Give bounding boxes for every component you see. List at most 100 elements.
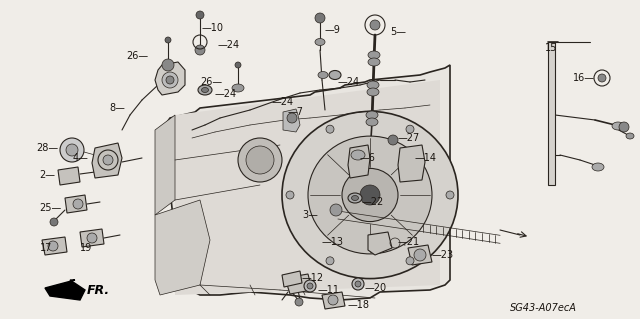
Circle shape [162,59,174,71]
Circle shape [48,241,58,251]
Ellipse shape [367,88,379,96]
Circle shape [103,155,113,165]
Circle shape [50,218,58,226]
Text: —21: —21 [398,237,420,247]
Text: 25—: 25— [40,203,62,213]
Circle shape [330,204,342,216]
Text: 16—: 16— [573,73,595,83]
Ellipse shape [202,87,209,93]
Text: —24: —24 [338,77,360,87]
Ellipse shape [366,111,378,119]
Text: —10: —10 [202,23,224,33]
Text: —24: —24 [272,97,294,107]
Text: —14: —14 [415,153,437,163]
Circle shape [406,125,414,133]
Polygon shape [160,65,450,300]
Text: —11: —11 [318,285,340,295]
Ellipse shape [592,163,604,171]
Circle shape [295,298,303,306]
Circle shape [328,295,338,305]
Ellipse shape [351,196,358,201]
Text: —6: —6 [360,153,376,163]
Ellipse shape [366,118,378,126]
Text: 28—: 28— [36,143,58,153]
Circle shape [360,185,380,205]
Circle shape [355,281,361,287]
Polygon shape [322,292,345,309]
Polygon shape [58,167,80,185]
Circle shape [304,280,316,292]
Text: 26—: 26— [126,51,148,61]
Polygon shape [80,229,104,247]
Text: —12: —12 [302,273,324,283]
Polygon shape [283,109,300,132]
Circle shape [87,233,97,243]
Polygon shape [285,274,312,294]
Circle shape [352,278,364,290]
Circle shape [287,113,297,123]
Ellipse shape [282,111,458,278]
Text: —22: —22 [362,197,384,207]
Text: 2—: 2— [39,170,55,180]
Circle shape [598,74,606,82]
Circle shape [406,257,414,265]
Ellipse shape [329,70,341,79]
Ellipse shape [315,39,325,46]
Circle shape [73,199,83,209]
Polygon shape [155,200,210,295]
Text: FR.: FR. [87,284,110,296]
Polygon shape [155,115,175,215]
Text: 4—: 4— [72,153,88,163]
Circle shape [238,138,282,182]
Circle shape [388,135,398,145]
Circle shape [446,191,454,199]
Text: SG43-A07ecA: SG43-A07ecA [510,303,577,313]
Circle shape [162,72,178,88]
Text: —9: —9 [325,25,341,35]
Circle shape [60,138,84,162]
Text: —20: —20 [365,283,387,293]
Circle shape [326,257,334,265]
Text: —24: —24 [218,40,240,50]
Circle shape [166,76,174,84]
Circle shape [246,146,274,174]
Text: —18: —18 [348,300,370,310]
Circle shape [315,13,325,23]
Circle shape [165,37,171,43]
Text: 8—: 8— [109,103,125,113]
Ellipse shape [368,51,380,59]
Text: —23: —23 [432,250,454,260]
Ellipse shape [626,133,634,139]
Text: —13: —13 [322,237,344,247]
Ellipse shape [198,85,212,95]
Circle shape [235,62,241,68]
Polygon shape [368,232,392,255]
Polygon shape [282,271,302,287]
Ellipse shape [348,193,362,203]
Circle shape [307,283,313,289]
Circle shape [326,125,334,133]
Ellipse shape [368,58,380,66]
Ellipse shape [318,71,328,78]
Ellipse shape [342,168,398,222]
Polygon shape [45,280,85,300]
Text: 19: 19 [80,243,92,253]
Ellipse shape [232,84,244,92]
Text: —24: —24 [215,89,237,99]
Circle shape [619,122,629,132]
Polygon shape [42,237,67,255]
Text: 17: 17 [40,243,52,253]
Text: —7: —7 [288,107,304,117]
Circle shape [370,20,380,30]
Circle shape [196,11,204,19]
Polygon shape [155,62,185,95]
Polygon shape [65,195,87,213]
Polygon shape [408,245,432,265]
Polygon shape [348,145,370,178]
Text: 5—: 5— [390,27,406,37]
Polygon shape [175,80,440,295]
Text: —27: —27 [398,133,420,143]
Circle shape [66,144,78,156]
Ellipse shape [308,136,432,254]
Ellipse shape [367,81,379,89]
